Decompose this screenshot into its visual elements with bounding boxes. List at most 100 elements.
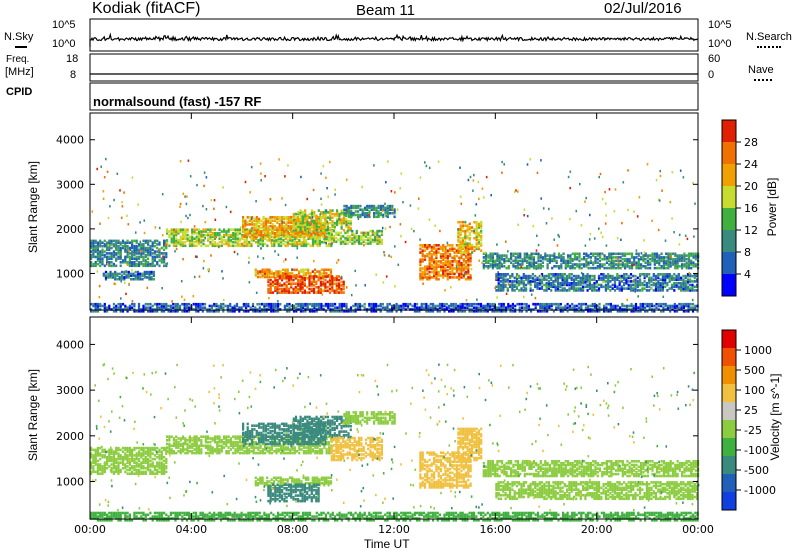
data-cell <box>366 208 369 211</box>
data-cell <box>514 266 517 270</box>
data-cell <box>462 263 465 267</box>
data-cell <box>289 242 292 246</box>
data-cell <box>149 248 152 252</box>
data-cell <box>351 231 354 235</box>
data-cell <box>265 310 268 313</box>
data-cell <box>153 302 156 306</box>
data-cell <box>534 285 537 289</box>
data-cell <box>331 310 334 313</box>
data-cell <box>377 304 380 308</box>
data-cell <box>432 306 435 309</box>
data-cell <box>394 245 396 248</box>
data-cell <box>388 310 391 313</box>
data-cell <box>167 304 170 308</box>
data-cell <box>283 304 286 308</box>
data-cell <box>461 251 465 254</box>
data-cell <box>618 287 621 290</box>
data-cell <box>327 237 331 240</box>
data-cell <box>167 310 170 313</box>
data-cell <box>234 235 237 239</box>
data-cell <box>569 265 572 268</box>
data-cell <box>254 237 258 240</box>
data-cell <box>261 237 264 240</box>
data-cell <box>277 310 280 313</box>
data-cell <box>386 306 389 309</box>
data-cell <box>657 273 660 276</box>
data-cell <box>523 254 526 257</box>
data-cell <box>192 302 195 306</box>
data-cell <box>528 266 531 270</box>
data-cell <box>580 266 583 270</box>
data-cell <box>141 274 144 277</box>
data-cell <box>153 255 156 259</box>
data-cell <box>567 259 570 263</box>
data-cell <box>662 259 665 263</box>
data-cell <box>244 233 247 237</box>
data-cell <box>569 217 571 221</box>
data-cell <box>496 243 498 246</box>
data-cell <box>648 306 651 309</box>
data-cell <box>477 240 481 244</box>
data-cell <box>285 285 288 289</box>
data-cell <box>245 304 248 308</box>
data-cell <box>639 280 642 283</box>
data-cell <box>346 242 349 245</box>
data-cell <box>513 285 516 289</box>
data-cell <box>140 246 143 250</box>
data-cell <box>537 254 540 257</box>
data-cell <box>452 304 455 308</box>
data-cell <box>514 252 517 256</box>
data-cell <box>686 278 690 281</box>
data-cell <box>566 280 569 283</box>
data-cell <box>176 306 179 309</box>
data-cell <box>630 265 634 268</box>
data-cell <box>661 280 664 283</box>
data-cell <box>99 244 102 248</box>
data-cell <box>301 230 304 233</box>
data-cell <box>474 214 477 217</box>
data-cell <box>680 287 683 290</box>
data-cell <box>317 285 320 289</box>
data-cell <box>428 218 431 221</box>
data-cell <box>225 232 228 235</box>
data-cell <box>507 259 510 263</box>
data-cell <box>665 263 668 266</box>
data-cell <box>664 273 667 276</box>
data-cell <box>304 310 307 313</box>
data-cell <box>144 259 147 262</box>
data-cell <box>497 287 500 290</box>
data-cell <box>686 281 690 285</box>
data-cell <box>172 237 175 240</box>
data-cell <box>276 289 279 293</box>
data-cell <box>477 222 481 226</box>
data-cell <box>315 291 318 294</box>
data-cell <box>630 266 634 270</box>
data-cell <box>618 274 621 278</box>
data-cell <box>263 275 266 279</box>
data-cell <box>99 264 102 268</box>
data-cell <box>322 282 325 285</box>
data-cell <box>272 272 276 275</box>
data-cell <box>277 253 280 256</box>
data-cell <box>417 207 420 210</box>
data-cell <box>444 253 447 256</box>
data-cell <box>338 218 340 221</box>
data-cell <box>276 217 279 221</box>
data-cell <box>184 230 187 233</box>
data-cell <box>623 278 626 281</box>
data-cell <box>657 228 660 232</box>
data-cell <box>277 302 280 306</box>
data-cell <box>354 213 357 217</box>
data-cell <box>482 266 485 270</box>
data-cell <box>610 252 613 256</box>
data-cell <box>311 242 315 246</box>
data-cell <box>281 291 284 294</box>
data-cell <box>177 242 180 246</box>
data-cell <box>435 260 438 263</box>
data-cell <box>242 219 245 223</box>
data-cell <box>507 250 509 253</box>
data-cell <box>119 304 122 308</box>
data-cell <box>534 274 537 278</box>
data-cell <box>355 240 358 244</box>
data-cell <box>302 268 305 272</box>
